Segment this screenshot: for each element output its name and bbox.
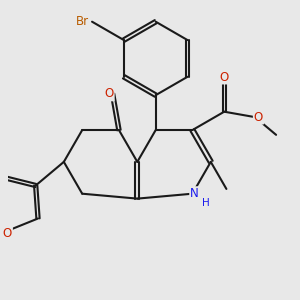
Text: O: O: [220, 70, 229, 83]
Text: O: O: [3, 226, 12, 239]
Text: H: H: [202, 198, 210, 208]
Text: O: O: [104, 87, 114, 101]
Text: O: O: [254, 111, 263, 124]
Text: N: N: [190, 187, 199, 200]
Text: Br: Br: [76, 15, 89, 28]
